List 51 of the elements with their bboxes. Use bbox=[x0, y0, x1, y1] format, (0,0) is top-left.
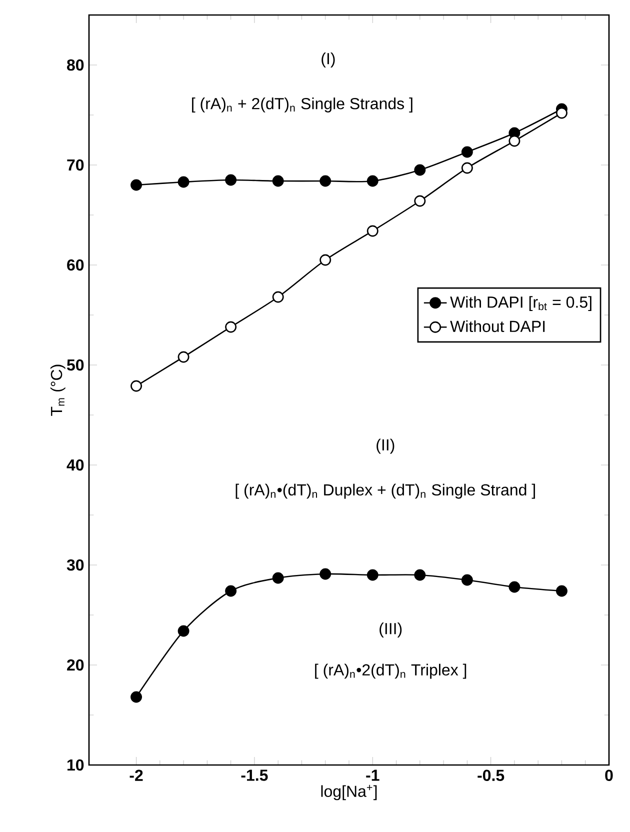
point bbox=[414, 195, 426, 207]
point bbox=[130, 380, 142, 392]
point bbox=[508, 135, 520, 147]
point bbox=[556, 585, 568, 597]
y-tick-label: 60 bbox=[67, 259, 84, 271]
legend-label: With DAPI [r$_{bt}$ = 0.5] bbox=[450, 296, 592, 311]
x-tick-label: 0 bbox=[605, 770, 613, 782]
point bbox=[461, 146, 473, 158]
y-tick-label: 80 bbox=[66, 59, 84, 71]
point bbox=[414, 569, 426, 581]
point bbox=[414, 164, 426, 176]
y-axis-title: T$_{m}$ (°C) bbox=[50, 364, 66, 416]
point bbox=[130, 691, 142, 703]
annotation: (III) bbox=[380, 622, 402, 638]
point bbox=[320, 175, 332, 187]
point bbox=[320, 254, 332, 266]
x-tick-label: -1 bbox=[366, 770, 380, 781]
legend-label: Without DAPI bbox=[450, 320, 545, 332]
y-tick-label: 10 bbox=[67, 759, 84, 771]
x-tick-label: -2 bbox=[130, 770, 143, 781]
x-axis-title: log[Na$^{+}$] bbox=[321, 784, 377, 800]
annotation: (I) bbox=[322, 52, 335, 68]
point bbox=[130, 179, 142, 191]
point bbox=[366, 225, 378, 237]
point bbox=[178, 351, 190, 363]
point bbox=[272, 572, 284, 584]
point bbox=[461, 574, 473, 586]
point bbox=[272, 291, 284, 303]
point bbox=[178, 625, 190, 637]
point bbox=[272, 175, 284, 187]
x-tick-label: -1.5 bbox=[241, 770, 268, 781]
point bbox=[461, 162, 473, 174]
point bbox=[366, 569, 378, 581]
point bbox=[178, 176, 190, 188]
y-tick-label: 40 bbox=[66, 459, 84, 471]
point bbox=[556, 107, 568, 119]
y-tick-label: 70 bbox=[67, 159, 84, 171]
point bbox=[225, 585, 237, 597]
x-tick-label: -0.5 bbox=[478, 770, 504, 782]
point bbox=[225, 321, 237, 333]
annotation: (II) bbox=[376, 438, 394, 454]
point bbox=[225, 174, 237, 186]
point bbox=[508, 581, 520, 593]
y-tick-label: 50 bbox=[66, 359, 84, 371]
y-tick-label: 30 bbox=[66, 559, 84, 571]
point bbox=[366, 175, 378, 187]
annotation: [ (rA)$_{n}$•2(dT)$_{n}$ Triplex ] bbox=[315, 664, 466, 679]
annotation: [ (rA)$_{n}$ + 2(dT)$_{n}$ Single Strands ] bbox=[192, 98, 412, 112]
annotation: [ (rA)$_{n}$•(dT)$_{n}$ Duplex + (dT)$_{n}$ Single Strand ] bbox=[236, 484, 535, 499]
y-tick-label: 20 bbox=[67, 659, 84, 671]
point bbox=[320, 568, 332, 580]
